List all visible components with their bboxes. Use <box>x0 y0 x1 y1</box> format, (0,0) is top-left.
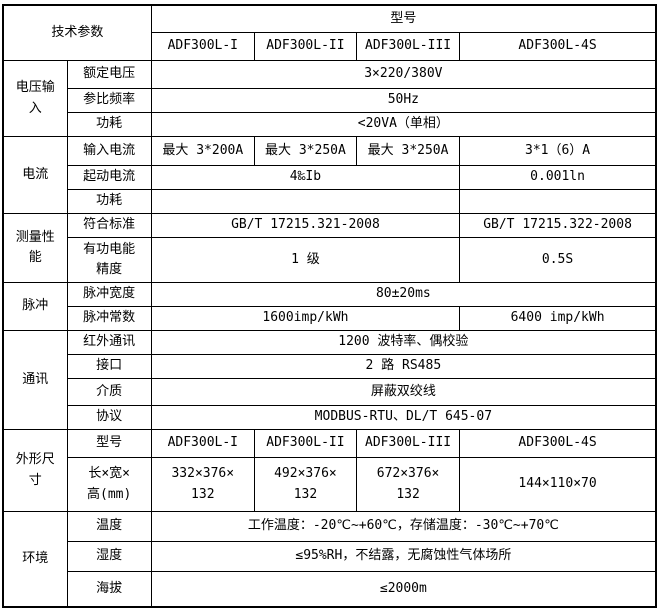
table-row: 海拔 ≤2000m <box>3 571 657 608</box>
table-row: 功耗 <20VA（单相） <box>3 112 657 137</box>
param-label: 介质 <box>66 378 152 406</box>
param-label: 脉冲常数 <box>66 306 152 331</box>
param-label: 功耗 <box>66 112 152 137</box>
param-value: ≤2000m <box>150 571 657 608</box>
param-value: 672×376× 132 <box>355 457 461 512</box>
param-label: 额定电压 <box>66 60 152 89</box>
table-row: 长×宽× 高(mm) 332×376× 132 492×376× 132 672… <box>3 457 657 512</box>
param-value: 80±20ms <box>150 282 657 307</box>
param-label: 脉冲宽度 <box>66 282 152 307</box>
param-value: MODBUS-RTU、DL/T 645-07 <box>150 405 657 430</box>
param-value: 492×376× 132 <box>253 457 358 512</box>
param-label: 输入电流 <box>66 136 152 166</box>
param-label: 符合标准 <box>66 213 152 238</box>
table-row: 起动电流 4‰Ib 0.001ln <box>3 165 657 190</box>
model-name-cell: ADF300L-II <box>253 32 358 61</box>
table-row: 介质 屏蔽双绞线 <box>3 378 657 406</box>
param-label: 接口 <box>66 354 152 379</box>
param-value: 最大 3*200A <box>150 136 255 166</box>
param-value: ≤95%RH，不结露，无腐蚀性气体场所 <box>150 541 657 572</box>
table-row: 通讯 红外通讯 1200 波特率、偶校验 <box>2 330 657 430</box>
param-value: ADF300L-II <box>253 429 358 458</box>
table-row: 湿度 ≤95%RH，不结露，无腐蚀性气体场所 <box>3 541 657 572</box>
header-row-2: ADF300L-I ADF300L-II ADF300L-III ADF300L… <box>3 32 657 61</box>
model-name-cell: ADF300L-4S <box>459 32 657 61</box>
model-header: 型号 <box>150 4 657 33</box>
table-row: 参比频率 50Hz <box>3 88 657 113</box>
param-label: 有功电能 精度 <box>66 237 152 283</box>
header-row-1: 技术参数 型号 <box>2 4 657 61</box>
table-row: 电流 输入电流 最大 3*200A 最大 3*250A 最大 3*250A 3*… <box>2 136 657 214</box>
param-label: 起动电流 <box>66 165 152 190</box>
param-label: 红外通讯 <box>66 330 152 355</box>
param-value: 1600imp/kWh <box>150 306 461 331</box>
param-value: ADF300L-III <box>355 429 461 458</box>
param-value <box>150 189 461 214</box>
table-row: 测量性 能 符合标准 GB/T 17215.321-2008 GB/T 1721… <box>2 213 657 283</box>
param-value <box>459 189 657 214</box>
table-row: 脉冲常数 1600imp/kWh 6400 imp/kWh <box>3 306 657 331</box>
table-row: 环境 温度 工作温度：-20℃~+60℃，存储温度：-30℃~+70℃ <box>2 511 657 608</box>
table-row: 协议 MODBUS-RTU、DL/T 645-07 <box>3 405 657 430</box>
param-label: 功耗 <box>66 189 152 214</box>
table-row: 外形尺 寸 型号 ADF300L-I ADF300L-II ADF300L-II… <box>2 429 657 512</box>
param-value: 1 级 <box>150 237 461 283</box>
param-label: 海拔 <box>66 571 152 608</box>
group-environment: 环境 <box>2 511 68 608</box>
group-voltage-input: 电压输 入 <box>2 60 68 137</box>
group-pulse: 脉冲 <box>2 282 68 331</box>
table-row: 接口 2 路 RS485 <box>3 354 657 379</box>
param-value: ADF300L-I <box>150 429 255 458</box>
table-row: 脉冲 脉冲宽度 80±20ms <box>2 282 657 331</box>
param-label: 协议 <box>66 405 152 430</box>
table-row: 电压输 入 额定电压 3×220/380V <box>2 60 657 137</box>
table-row: 功耗 <box>3 189 657 214</box>
param-value: 2 路 RS485 <box>150 354 657 379</box>
param-label: 参比频率 <box>66 88 152 113</box>
param-label: 湿度 <box>66 541 152 572</box>
param-value: ADF300L-4S <box>459 429 657 458</box>
table-row: 有功电能 精度 1 级 0.5S <box>3 237 657 283</box>
spec-table: 技术参数 型号 ADF300L-I ADF300L-II ADF300L-III… <box>2 4 657 608</box>
group-current: 电流 <box>2 136 68 214</box>
param-label: 长×宽× 高(mm) <box>66 457 152 512</box>
param-value: 屏蔽双绞线 <box>150 378 657 406</box>
param-value: 1200 波特率、偶校验 <box>150 330 657 355</box>
param-value: 3×220/380V <box>150 60 657 89</box>
param-value: 6400 imp/kWh <box>459 306 657 331</box>
param-value: 0.5S <box>459 237 657 283</box>
param-value: 最大 3*250A <box>253 136 358 166</box>
param-label: 型号 <box>66 429 152 458</box>
param-value: 工作温度：-20℃~+60℃，存储温度：-30℃~+70℃ <box>150 511 657 542</box>
param-value: 332×376× 132 <box>150 457 255 512</box>
model-name-cell: ADF300L-I <box>150 32 255 61</box>
param-value: 4‰Ib <box>150 165 461 190</box>
param-label: 温度 <box>66 511 152 542</box>
param-value: 50Hz <box>150 88 657 113</box>
param-value: GB/T 17215.322-2008 <box>459 213 657 238</box>
param-value: 0.001ln <box>459 165 657 190</box>
param-value: GB/T 17215.321-2008 <box>150 213 461 238</box>
param-value: 144×110×70 <box>459 457 657 512</box>
group-measure-performance: 测量性 能 <box>2 213 68 283</box>
model-name-cell: ADF300L-III <box>355 32 461 61</box>
param-value: 3*1（6）A <box>459 136 657 166</box>
param-value: 最大 3*250A <box>355 136 461 166</box>
group-dimensions: 外形尺 寸 <box>2 429 68 512</box>
tech-params-header: 技术参数 <box>2 4 152 61</box>
group-communication: 通讯 <box>2 330 68 430</box>
param-value: <20VA（单相） <box>150 112 657 137</box>
